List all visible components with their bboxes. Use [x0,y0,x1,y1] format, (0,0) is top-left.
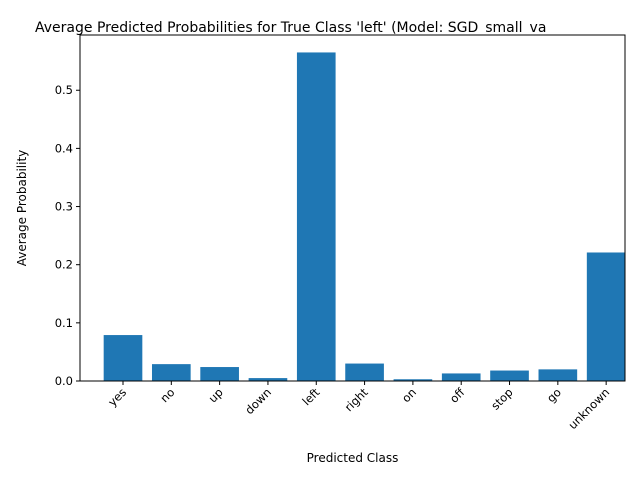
x-tick-label: left [299,385,322,408]
x-tick-label: right [342,385,371,414]
chart-title: Average Predicted Probabilities for True… [35,20,546,36]
x-tick-label: stop [488,385,515,412]
bar-off [441,373,481,381]
x-tick-label: down [242,385,274,417]
bar-no [151,364,191,381]
x-tick-label: off [447,384,468,405]
x-tick-label: no [157,385,177,405]
bar-down [248,378,288,381]
x-axis-ticks: yes no up down left right on off stop go unknown [105,381,612,432]
bars-group [103,52,626,382]
bar-up [200,367,239,381]
x-tick-label: yes [105,385,129,409]
y-tick-label: 0.1 [55,316,73,330]
y-tick-label: 0.4 [55,141,73,155]
bar-on [393,379,433,381]
x-tick-label: go [544,385,564,405]
y-tick-label: 0.5 [55,83,73,97]
x-tick-label: up [206,385,226,405]
bar-stop [490,370,529,381]
bar-unknown [586,252,626,381]
y-tick-label: 0.2 [55,258,73,272]
y-axis-label: Average Probability [15,150,29,267]
bar-go [538,369,578,381]
y-axis-ticks: 0.0 0.1 0.2 0.3 0.4 0.5 [55,83,80,388]
y-tick-label: 0.3 [55,200,73,214]
y-tick-label: 0.0 [55,374,73,388]
bar-left [296,52,336,382]
axes-frame [79,34,626,382]
x-axis-label: Predicted Class [307,451,399,465]
bar-right [345,363,384,381]
x-tick-label: unknown [565,385,612,432]
x-tick-label: on [399,385,419,405]
bar-yes [103,335,143,381]
